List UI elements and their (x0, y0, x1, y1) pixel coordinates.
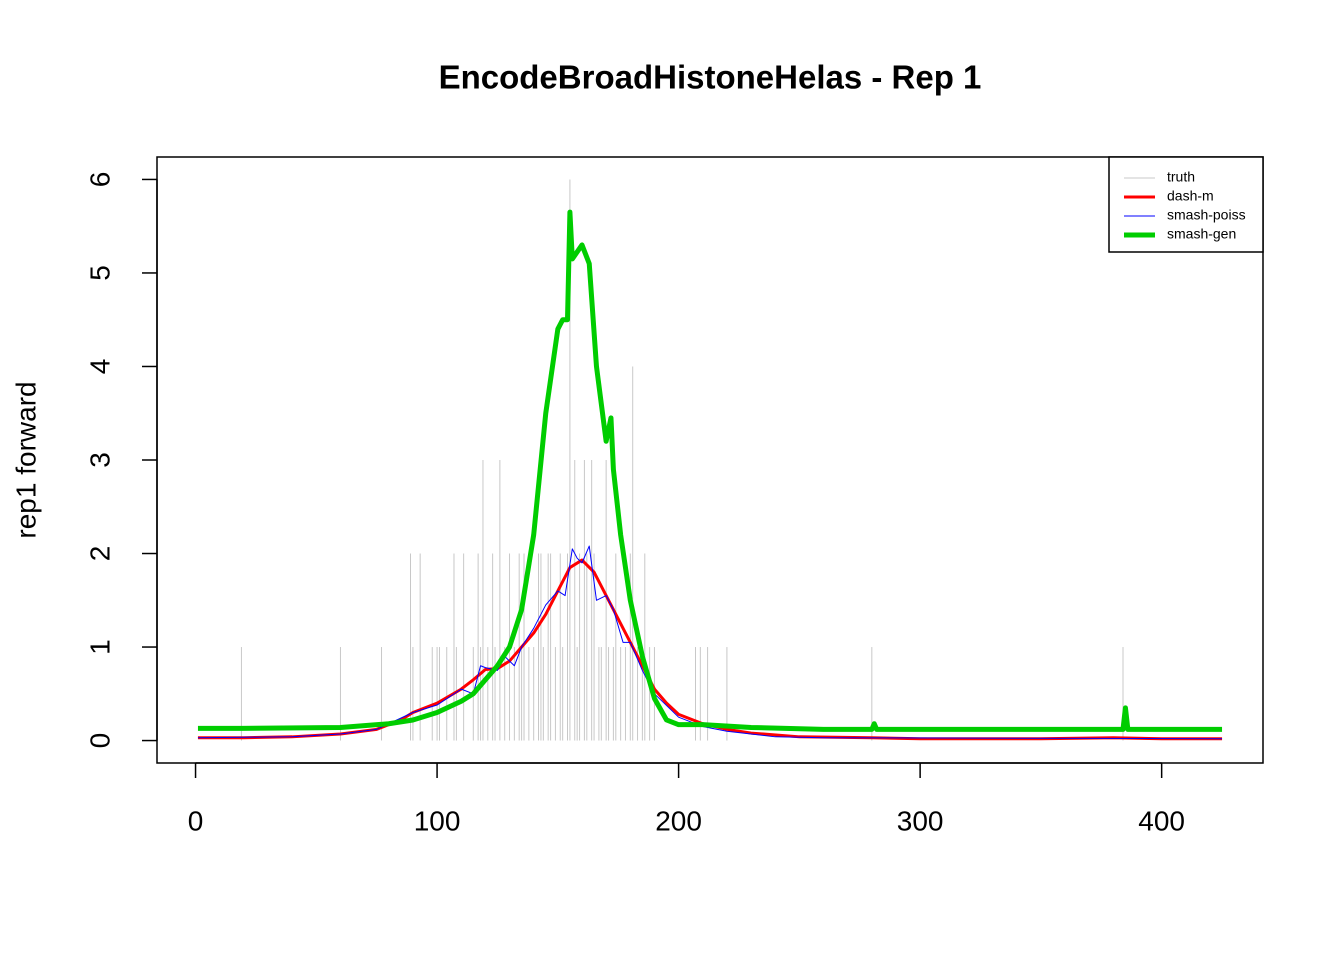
y-tick-label: 0 (84, 733, 115, 749)
x-tick-label: 400 (1138, 805, 1185, 836)
x-tick-label: 300 (897, 805, 944, 836)
legend-label: truth (1167, 169, 1195, 185)
legend-label: smash-poiss (1167, 207, 1246, 223)
y-tick-label: 5 (84, 265, 115, 281)
y-tick-label: 4 (84, 359, 115, 375)
chart-title: EncodeBroadHistoneHelas - Rep 1 (439, 59, 982, 96)
y-tick-label: 1 (84, 639, 115, 655)
y-axis-label: rep1 forward (10, 381, 41, 538)
y-tick-label: 6 (84, 172, 115, 188)
y-tick-label: 2 (84, 546, 115, 562)
legend-label: dash-m (1167, 188, 1214, 204)
series-line (197, 209, 1223, 732)
y-tick-label: 3 (84, 452, 115, 468)
x-tick-label: 0 (188, 805, 204, 836)
legend-label: smash-gen (1167, 226, 1236, 242)
plot-area (197, 179, 1223, 741)
x-tick-label: 100 (414, 805, 461, 836)
series-line (197, 545, 1223, 740)
x-tick-label: 200 (655, 805, 702, 836)
